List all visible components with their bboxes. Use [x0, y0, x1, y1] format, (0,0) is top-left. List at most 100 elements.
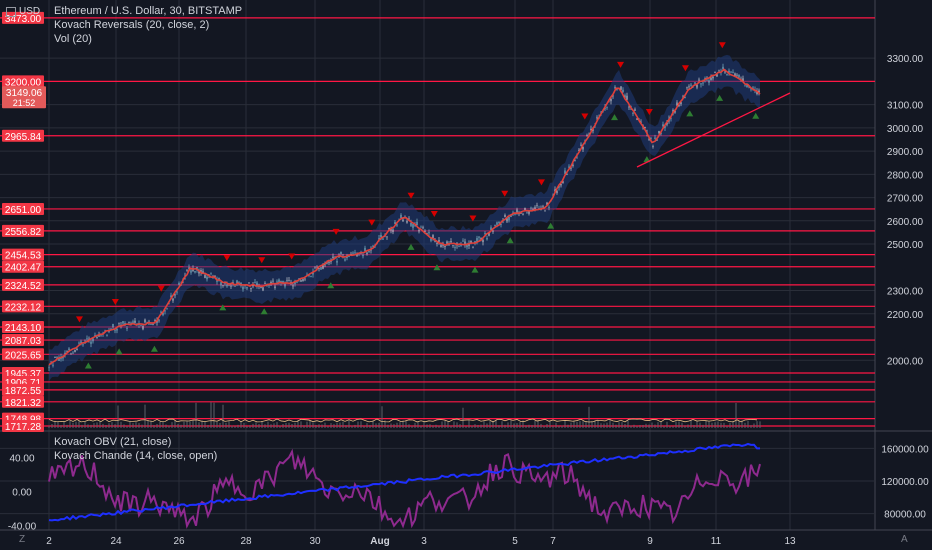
candle-body [64, 352, 66, 355]
currency-selector[interactable]: USD [6, 6, 40, 17]
buy-signal-marker [610, 114, 618, 121]
price-axis-label: 2200.00 [887, 310, 924, 321]
candle-body [288, 280, 290, 282]
buy-signal-marker [643, 156, 651, 163]
time-axis-label: Aug [370, 536, 389, 547]
level-price-label: 3473.00 [5, 14, 42, 25]
candle-body [614, 86, 616, 89]
price-axis-label: 2900.00 [887, 147, 924, 158]
candle-body [406, 221, 408, 223]
time-axis-label: 30 [309, 536, 321, 547]
candle-body [204, 275, 206, 278]
candle-body [172, 298, 174, 301]
buy-signal-marker [150, 345, 158, 352]
level-price-badge [2, 300, 44, 313]
current-price-label: 3149.06 [6, 88, 43, 99]
candle-body [234, 285, 236, 287]
candle-body [292, 285, 294, 287]
candle-body [402, 219, 404, 222]
sell-signal-marker [288, 253, 296, 260]
candle-body [756, 91, 758, 94]
candle-body [546, 202, 548, 205]
candle-body [586, 135, 588, 137]
bar-countdown-label: 21:52 [13, 98, 36, 108]
zoom-button[interactable]: Z [19, 534, 26, 545]
candle-body [142, 326, 144, 330]
time-axis-label: 11 [711, 536, 722, 547]
auto-scale-button[interactable]: A [901, 534, 908, 545]
obv-axis-label: 160000.00 [881, 444, 929, 455]
candle-body [222, 285, 224, 286]
candle-body [462, 240, 464, 242]
candle-body [324, 264, 326, 266]
buy-signal-marker [407, 243, 415, 250]
candle-body [430, 238, 432, 241]
candle-body [218, 278, 220, 280]
candle-body [644, 126, 646, 129]
candle-body [334, 256, 336, 258]
candle-body [308, 275, 310, 276]
candle-body [656, 139, 658, 141]
price-axis-label: 2800.00 [887, 170, 924, 181]
candle-body [266, 285, 268, 287]
candle-body [514, 214, 516, 216]
buy-signal-marker [433, 264, 441, 271]
sell-signal-marker [368, 219, 376, 226]
candle-body [78, 342, 80, 344]
candle-body [364, 247, 366, 252]
candle-body [140, 325, 142, 327]
candle-body [278, 279, 280, 283]
candle-body [144, 319, 146, 323]
level-price-label: 2143.10 [5, 323, 42, 334]
level-price-label: 2087.03 [5, 336, 42, 347]
candle-body [680, 102, 682, 105]
candle-body [526, 212, 528, 214]
candle-body [650, 138, 652, 140]
candle-body [408, 218, 410, 220]
symbol-title[interactable]: Ethereum / U.S. Dollar, 30, BITSTAMP [54, 5, 243, 17]
candle-body [504, 215, 506, 218]
candle-body [648, 138, 650, 140]
candle-body [678, 104, 680, 106]
candle-body [264, 282, 266, 284]
candle-body [276, 281, 278, 283]
indicator-kovach-obv[interactable]: Kovach OBV (21, close) [54, 436, 172, 448]
obv-line [48, 442, 760, 522]
indicator-kovach-reversals[interactable]: Kovach Reversals (20, close, 2) [54, 19, 210, 31]
candle-body [254, 282, 256, 283]
time-axis-label: 28 [240, 536, 252, 547]
candle-body [318, 268, 320, 269]
indicator-kovach-chande[interactable]: Kovach Chande (14, close, open) [54, 450, 218, 462]
candle-body [542, 206, 544, 208]
candle-body [282, 280, 284, 284]
level-price-label: 1872.55 [5, 386, 42, 397]
candle-body [268, 284, 270, 286]
candle-body [424, 230, 426, 232]
level-price-badge [2, 202, 44, 215]
candle-body [70, 353, 72, 355]
indicator-volume[interactable]: Vol (20) [54, 33, 92, 45]
candle-body [596, 117, 598, 119]
candle-body [66, 350, 68, 352]
sell-signal-marker [581, 113, 589, 120]
candle-body [500, 224, 502, 226]
candle-body [328, 261, 330, 263]
candle-body [314, 266, 316, 268]
candle-body [52, 364, 54, 366]
candle-body [470, 240, 472, 243]
candle-body [580, 144, 582, 146]
square-icon [6, 6, 16, 17]
candle-body [582, 146, 584, 150]
candle-body [206, 276, 208, 280]
candle-body [256, 282, 258, 286]
candle-body [192, 268, 194, 272]
candle-body [122, 321, 124, 324]
time-axis-label: 5 [512, 536, 518, 547]
candle-body [350, 253, 352, 255]
candle-body [652, 146, 654, 147]
candle-body [274, 286, 276, 288]
candle-body [200, 270, 202, 273]
candle-body [736, 74, 738, 76]
